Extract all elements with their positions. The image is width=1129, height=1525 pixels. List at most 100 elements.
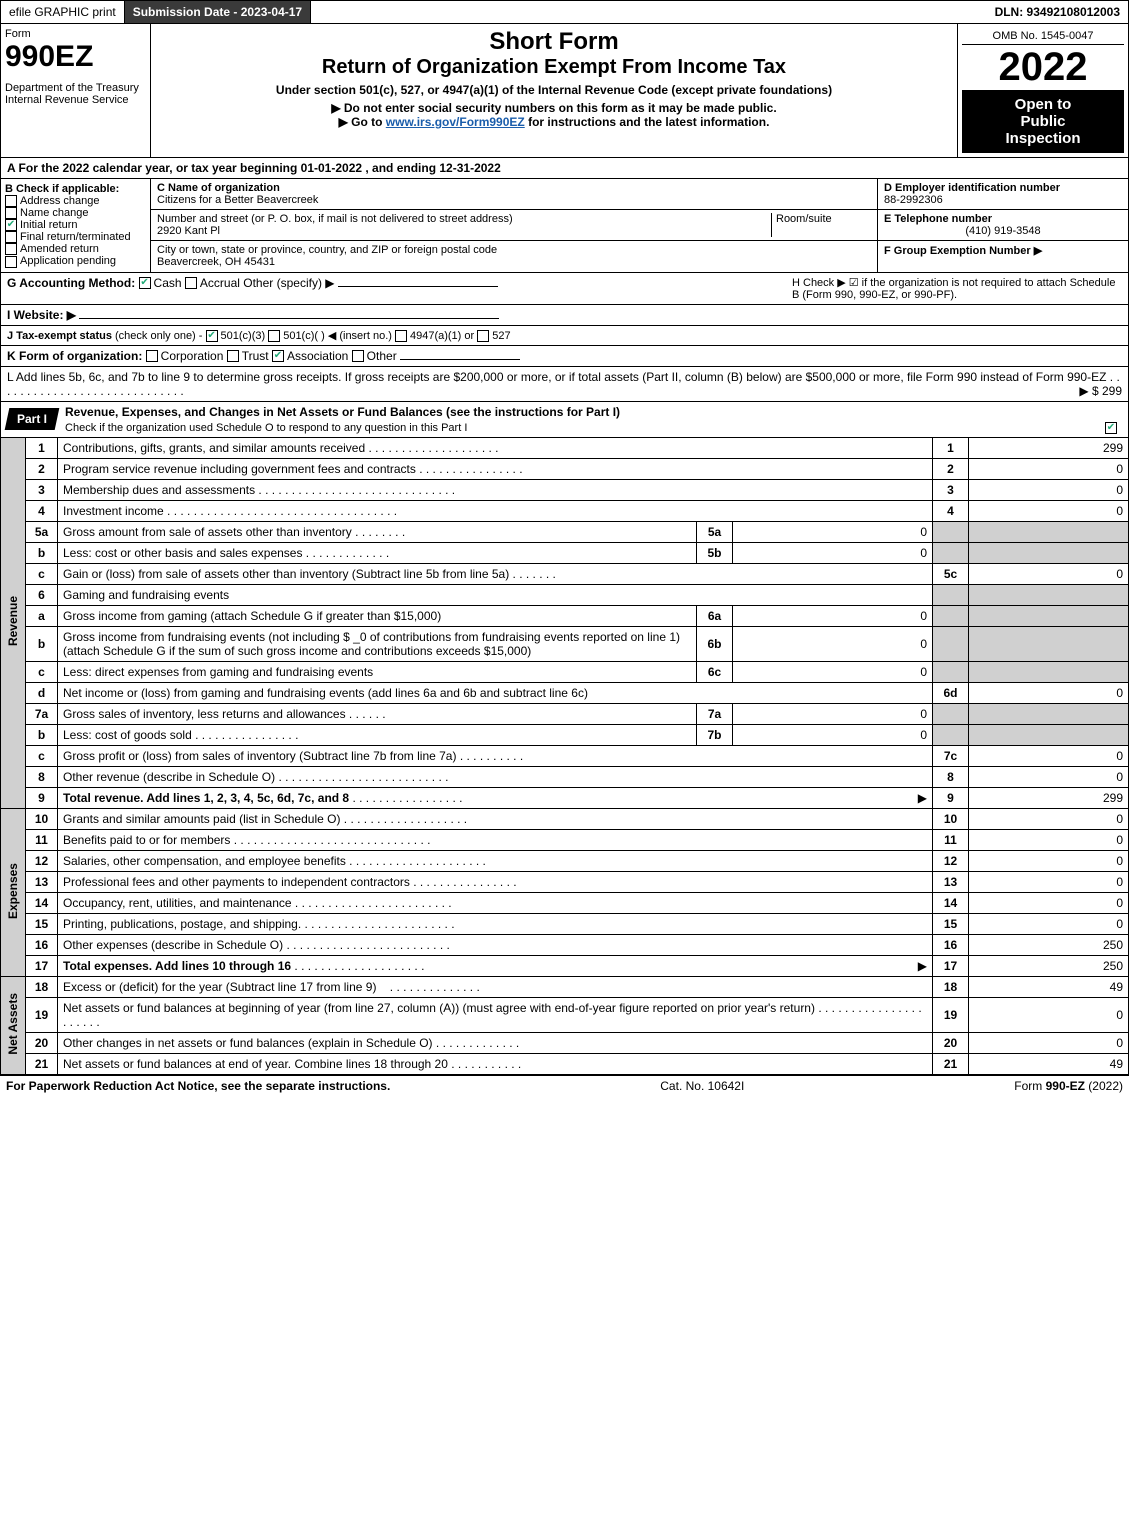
- table-row: 2Program service revenue including gover…: [1, 458, 1129, 479]
- phone-value: (410) 919-3548: [884, 225, 1122, 237]
- chk-trust[interactable]: [227, 350, 239, 362]
- chk-corporation[interactable]: [146, 350, 158, 362]
- street-address: 2920 Kant Pl: [157, 225, 220, 237]
- table-row: dNet income or (loss) from gaming and fu…: [1, 682, 1129, 703]
- chk-501c3[interactable]: [206, 330, 218, 342]
- chk-name-change[interactable]: Name change: [5, 207, 146, 219]
- chk-other-org[interactable]: [352, 350, 364, 362]
- header-center: Short Form Return of Organization Exempt…: [151, 24, 958, 157]
- k-form-of-org: K Form of organization: Corporation Trus…: [0, 346, 1129, 367]
- revenue-side-label: Revenue: [1, 438, 26, 809]
- chk-application-pending[interactable]: Application pending: [5, 255, 146, 267]
- b-label: B Check if applicable:: [5, 183, 146, 195]
- city-state-zip: Beavercreek, OH 45431: [157, 256, 275, 268]
- table-row: 15Printing, publications, postage, and s…: [1, 913, 1129, 934]
- table-row: Revenue 1 Contributions, gifts, grants, …: [1, 438, 1129, 459]
- c-city-row: City or town, state or province, country…: [151, 241, 877, 271]
- i-website: I Website: ▶: [0, 305, 1129, 326]
- table-row: cGain or (loss) from sale of assets othe…: [1, 563, 1129, 584]
- c-name-row: C Name of organization Citizens for a Be…: [151, 179, 877, 210]
- section-def: D Employer identification number 88-2992…: [878, 179, 1128, 272]
- part1-tab: Part I: [5, 408, 60, 430]
- section-c: C Name of organization Citizens for a Be…: [151, 179, 878, 272]
- part1-table: Revenue 1 Contributions, gifts, grants, …: [0, 438, 1129, 1075]
- section-bcdef: B Check if applicable: Address change Na…: [0, 179, 1129, 273]
- table-row: 17Total expenses. Add lines 10 through 1…: [1, 955, 1129, 976]
- expenses-side-label: Expenses: [1, 808, 26, 976]
- table-row: cGross profit or (loss) from sales of in…: [1, 745, 1129, 766]
- table-row: 3Membership dues and assessments . . . .…: [1, 479, 1129, 500]
- open-to-public: Open to Public Inspection: [962, 90, 1124, 153]
- table-row: Net Assets 18Excess or (deficit) for the…: [1, 976, 1129, 997]
- part1-title: Revenue, Expenses, and Changes in Net As…: [57, 402, 1128, 422]
- table-row: bLess: cost or other basis and sales exp…: [1, 542, 1129, 563]
- line-g-h: G Accounting Method: Cash Accrual Other …: [0, 273, 1129, 305]
- chk-accrual[interactable]: [185, 277, 197, 289]
- section-b: B Check if applicable: Address change Na…: [1, 179, 151, 272]
- goto-line: ▶ Go to www.irs.gov/Form990EZ for instru…: [155, 115, 953, 129]
- cat-no: Cat. No. 10642I: [660, 1079, 744, 1093]
- table-row: 6Gaming and fundraising events: [1, 584, 1129, 605]
- chk-501c[interactable]: [268, 330, 280, 342]
- form-number: 990EZ: [5, 40, 146, 74]
- chk-association[interactable]: [272, 350, 284, 362]
- table-row: 21Net assets or fund balances at end of …: [1, 1053, 1129, 1074]
- dept-treasury: Department of the Treasury: [5, 82, 146, 94]
- irs-label: Internal Revenue Service: [5, 94, 146, 106]
- page-footer: For Paperwork Reduction Act Notice, see …: [0, 1075, 1129, 1096]
- room-suite-label: Room/suite: [771, 213, 871, 237]
- table-row: 13Professional fees and other payments t…: [1, 871, 1129, 892]
- table-row: aGross income from gaming (attach Schedu…: [1, 605, 1129, 626]
- d-ein: D Employer identification number 88-2992…: [878, 179, 1128, 210]
- form-header: Form 990EZ Department of the Treasury In…: [0, 24, 1129, 158]
- chk-schedule-o-part1[interactable]: [1105, 422, 1117, 434]
- tax-year: 2022: [962, 45, 1124, 90]
- j-tax-exempt: J Tax-exempt status (check only one) - 5…: [0, 326, 1129, 346]
- chk-4947[interactable]: [395, 330, 407, 342]
- table-row: Expenses 10Grants and similar amounts pa…: [1, 808, 1129, 829]
- table-row: bGross income from fundraising events (n…: [1, 626, 1129, 661]
- table-row: bLess: cost of goods sold . . . . . . . …: [1, 724, 1129, 745]
- submission-date-button[interactable]: Submission Date - 2023-04-17: [125, 1, 311, 23]
- chk-initial-return[interactable]: Initial return: [5, 219, 146, 231]
- table-row: 5aGross amount from sale of assets other…: [1, 521, 1129, 542]
- table-row: 12Salaries, other compensation, and empl…: [1, 850, 1129, 871]
- part1-check-note: Check if the organization used Schedule …: [57, 422, 1128, 437]
- chk-527[interactable]: [477, 330, 489, 342]
- ssn-warning: ▶ Do not enter social security numbers o…: [155, 101, 953, 115]
- short-form-title: Short Form: [155, 28, 953, 56]
- chk-final-return[interactable]: Final return/terminated: [5, 231, 146, 243]
- org-name: Citizens for a Better Beavercreek: [157, 194, 318, 206]
- chk-address-change[interactable]: Address change: [5, 195, 146, 207]
- f-group-exemption: F Group Exemption Number ▶: [878, 241, 1128, 260]
- chk-amended-return[interactable]: Amended return: [5, 243, 146, 255]
- ein-value: 88-2992306: [884, 194, 943, 206]
- table-row: 7aGross sales of inventory, less returns…: [1, 703, 1129, 724]
- table-row: 14Occupancy, rent, utilities, and mainte…: [1, 892, 1129, 913]
- table-row: 19Net assets or fund balances at beginni…: [1, 997, 1129, 1032]
- table-row: 9Total revenue. Add lines 1, 2, 3, 4, 5c…: [1, 787, 1129, 808]
- table-row: 8Other revenue (describe in Schedule O) …: [1, 766, 1129, 787]
- irs-link[interactable]: www.irs.gov/Form990EZ: [386, 115, 525, 129]
- table-row: 11Benefits paid to or for members . . . …: [1, 829, 1129, 850]
- h-schedule-b: H Check ▶ ☑ if the organization is not r…: [792, 276, 1122, 301]
- subtitle: Under section 501(c), 527, or 4947(a)(1)…: [155, 83, 953, 97]
- l-gross-receipts: L Add lines 5b, 6c, and 7b to line 9 to …: [0, 367, 1129, 402]
- form-word: Form: [5, 28, 146, 40]
- dln: DLN: 93492108012003: [987, 1, 1128, 23]
- table-row: cLess: direct expenses from gaming and f…: [1, 661, 1129, 682]
- efile-print[interactable]: efile GRAPHIC print: [1, 1, 125, 23]
- netassets-side-label: Net Assets: [1, 976, 26, 1074]
- chk-cash[interactable]: [139, 277, 151, 289]
- table-row: 16Other expenses (describe in Schedule O…: [1, 934, 1129, 955]
- e-phone: E Telephone number (410) 919-3548: [878, 210, 1128, 241]
- part1-header: Part I Revenue, Expenses, and Changes in…: [0, 402, 1129, 438]
- paperwork-notice: For Paperwork Reduction Act Notice, see …: [6, 1079, 390, 1093]
- return-title: Return of Organization Exempt From Incom…: [155, 56, 953, 79]
- g-accounting-method: G Accounting Method: Cash Accrual Other …: [7, 276, 792, 301]
- table-row: 20Other changes in net assets or fund ba…: [1, 1032, 1129, 1053]
- header-left: Form 990EZ Department of the Treasury In…: [1, 24, 151, 157]
- section-a: A For the 2022 calendar year, or tax yea…: [0, 158, 1129, 179]
- top-bar: efile GRAPHIC print Submission Date - 20…: [0, 0, 1129, 24]
- c-addr-row: Number and street (or P. O. box, if mail…: [151, 210, 877, 241]
